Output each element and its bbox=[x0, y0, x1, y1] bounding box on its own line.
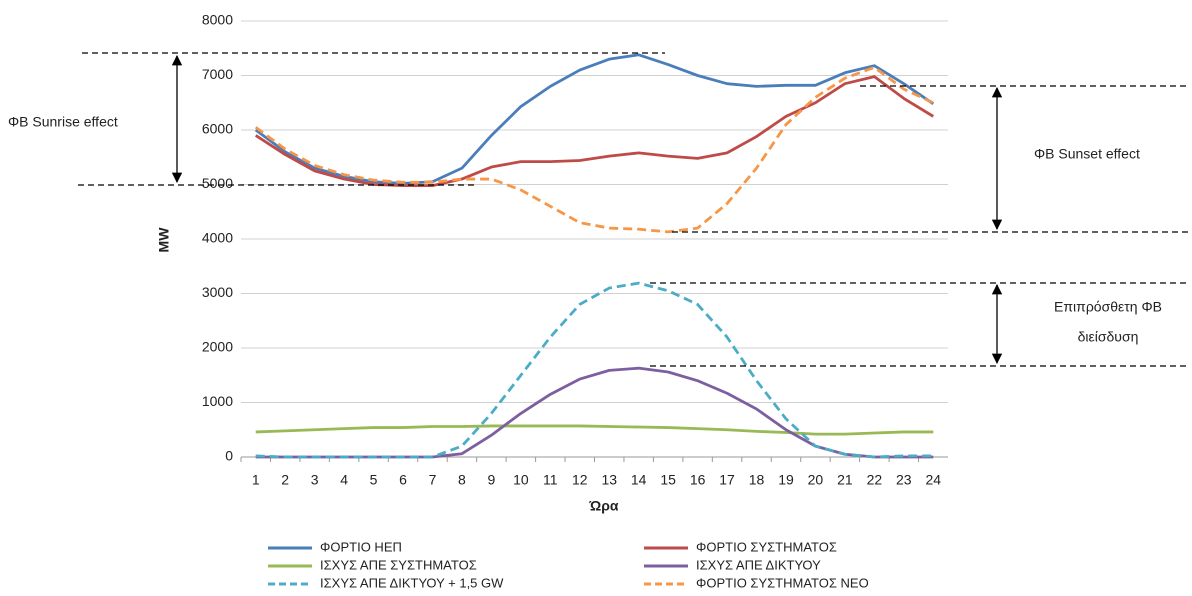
legend-label: ΦΟΡΤΙΟ ΣΥΣΤΗΜΑΤΟΣ ΝΕΟ bbox=[696, 575, 869, 590]
x-tick-label: 13 bbox=[601, 472, 617, 488]
y-tick-label: 5000 bbox=[202, 175, 233, 191]
x-tick-label: 15 bbox=[660, 472, 676, 488]
y-tick-label: 2000 bbox=[202, 339, 233, 355]
series-line bbox=[255, 424, 934, 436]
annotation: ΦΒ Sunrise effect bbox=[8, 114, 118, 130]
x-tick-label: 4 bbox=[340, 472, 348, 488]
annotation: διείσδυση bbox=[1078, 329, 1139, 345]
y-tick-label: 4000 bbox=[202, 230, 233, 246]
x-tick-label: 9 bbox=[487, 472, 495, 488]
x-tick-label: 20 bbox=[808, 472, 824, 488]
series-line bbox=[254, 65, 934, 234]
y-axis-label: MW bbox=[156, 227, 172, 253]
legend-label: ΙΣΧΥΣ ΑΠΕ ΔΙΚΤΥΟΥ + 1,5 GW bbox=[320, 575, 504, 590]
legend-label: ΙΣΧΥΣ ΑΠΕ ΔΙΚΤΥΟΥ bbox=[696, 557, 821, 572]
x-tick-label: 14 bbox=[631, 472, 647, 488]
y-tick-label: 6000 bbox=[202, 121, 233, 137]
x-tick-label: 7 bbox=[429, 472, 437, 488]
x-tick-label: 21 bbox=[837, 472, 853, 488]
legend-label: ΦΟΡΤΙΟ ΗΕΠ bbox=[320, 539, 402, 554]
y-tick-label: 0 bbox=[225, 448, 233, 464]
x-axis-label: Ώρα bbox=[589, 498, 619, 514]
x-tick-label: 19 bbox=[778, 472, 794, 488]
annotation: Επιπρόσθετη ΦΒ bbox=[1054, 299, 1162, 315]
x-tick-label: 23 bbox=[896, 472, 912, 488]
annotations: ΦΒ Sunrise effect ΦΒ Sunset effect Επιπρ… bbox=[8, 52, 1190, 367]
x-tick-label: 16 bbox=[690, 472, 706, 488]
series-line bbox=[255, 366, 934, 459]
y-tick-label: 3000 bbox=[202, 284, 233, 300]
legend-label: ΦΟΡΤΙΟ ΣΥΣΤΗΜΑΤΟΣ bbox=[696, 539, 837, 554]
annotation: ΦΒ Sunset effect bbox=[1034, 146, 1140, 162]
x-tick-label: 22 bbox=[867, 472, 883, 488]
series-line bbox=[254, 75, 934, 187]
x-tick-label: 11 bbox=[543, 472, 558, 488]
legend-label: ΙΣΧΥΣ ΑΠΕ ΣΥΣΤΗΜΑΤΟΣ bbox=[320, 557, 477, 572]
series-line bbox=[254, 53, 935, 185]
y-tick-label: 1000 bbox=[202, 393, 233, 409]
legend: ΦΟΡΤΙΟ ΗΕΠ ΦΟΡΤΙΟ ΣΥΣΤΗΜΑΤΟΣ ΙΣΧΥΣ ΑΠΕ ΣΥΣ… bbox=[268, 539, 869, 590]
x-tick-label: 12 bbox=[572, 472, 588, 488]
x-tick-label: 5 bbox=[370, 472, 378, 488]
x-tick-label: 2 bbox=[281, 472, 289, 488]
series-line bbox=[255, 281, 934, 459]
x-tick-label: 24 bbox=[925, 472, 941, 488]
x-tick-label: 6 bbox=[399, 472, 407, 488]
x-tick-label: 10 bbox=[513, 472, 529, 488]
x-tick-label: 17 bbox=[719, 472, 735, 488]
x-tick-label: 18 bbox=[749, 472, 765, 488]
x-tick-label: 3 bbox=[311, 472, 319, 488]
x-tick-label: 8 bbox=[458, 472, 466, 488]
y-tick-label: 7000 bbox=[202, 66, 233, 82]
y-tick-label: 8000 bbox=[202, 12, 233, 28]
x-tick-label: 1 bbox=[252, 472, 260, 488]
